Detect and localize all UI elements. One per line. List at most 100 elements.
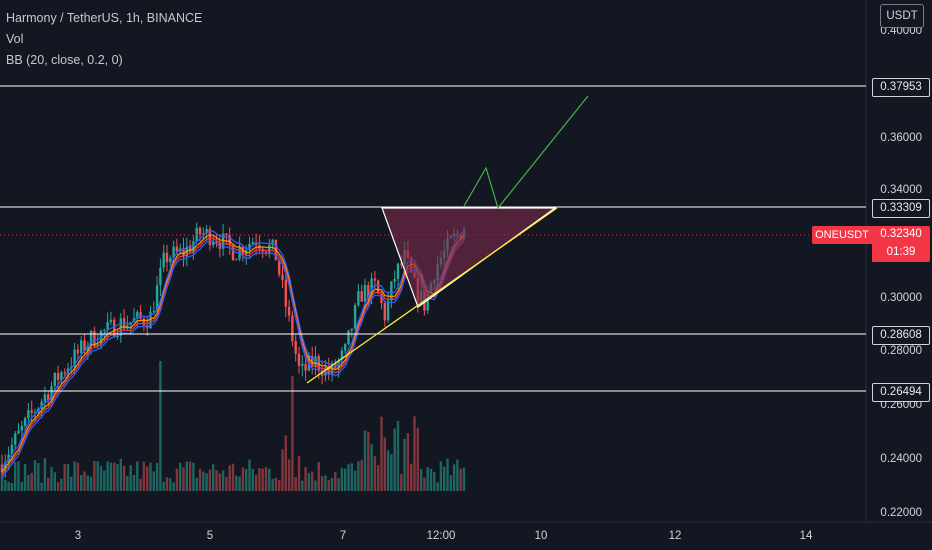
candle-body	[80, 340, 83, 354]
volume-bar	[340, 467, 344, 491]
volume-bar	[165, 477, 169, 491]
price-axis[interactable]: 0.40000 0.36000 0.34000 0.30000 0.28000 0.260…	[880, 25, 922, 519]
candle-body	[162, 252, 165, 268]
volume-bar	[225, 476, 228, 491]
volume-bar	[142, 461, 146, 491]
volume-bar	[83, 471, 86, 491]
volume-bar	[314, 480, 317, 491]
candle-body	[287, 306, 291, 316]
time-axis[interactable]: 3 5 7 12:00 10 12 14	[75, 530, 813, 542]
volume-bar	[462, 467, 466, 491]
candle-body	[33, 412, 37, 414]
volume-bar	[396, 420, 400, 491]
price-tick-label: 0.30000	[880, 292, 922, 304]
volume-bar	[43, 458, 47, 491]
time-tick-label: 10	[535, 530, 548, 542]
candle-body	[0, 464, 4, 473]
volume-bar	[429, 468, 433, 491]
candle-body	[165, 252, 169, 262]
volume-bar	[324, 475, 327, 491]
candle-body	[314, 356, 317, 367]
candle-body	[268, 244, 271, 253]
price-tick-label: 0.36000	[880, 132, 922, 144]
candle-body	[149, 311, 152, 329]
volume-bar	[410, 463, 413, 491]
candle-body	[10, 444, 14, 455]
volume-bar	[40, 482, 43, 491]
volume-bar	[70, 476, 73, 491]
bollinger-indicator-label[interactable]: BB (20, close, 0.2, 0)	[6, 53, 123, 67]
candle-body	[202, 233, 205, 235]
volume-bar	[10, 482, 14, 491]
level-label-1: 0.37953	[872, 78, 930, 97]
volume-bar	[443, 466, 446, 491]
volume-bar	[221, 470, 225, 491]
volume-bar	[109, 462, 113, 491]
volume-bar	[149, 462, 152, 491]
volume-bar	[182, 467, 185, 491]
volume-bar	[370, 444, 373, 491]
volume-bar	[320, 476, 324, 491]
candle-body	[175, 246, 179, 252]
volume-bar	[459, 468, 462, 491]
candle-body	[350, 328, 353, 331]
last-price-value: 0.32340	[880, 228, 922, 240]
volume-bar	[334, 472, 337, 491]
volume-bar	[380, 416, 383, 491]
volume-bar	[37, 463, 40, 491]
candle-body	[353, 305, 357, 329]
candle-body	[136, 312, 139, 319]
volume-bar	[423, 477, 426, 491]
volume-bar	[27, 475, 30, 491]
volume-bar	[248, 459, 251, 491]
candle-body	[43, 394, 47, 402]
volume-bar	[373, 456, 377, 491]
support-trendline	[306, 207, 558, 384]
time-tick-label: 12	[669, 530, 682, 542]
chart-legend: Harmony / TetherUS, 1h, BINANCE Vol BB (…	[6, 8, 202, 71]
volume-bar	[119, 458, 122, 491]
drawing-tools[interactable]	[0, 85, 866, 392]
candle-body	[225, 233, 228, 236]
volume-bar	[212, 464, 215, 491]
candle-body	[400, 263, 403, 265]
bar-countdown: 01:39	[886, 246, 916, 258]
volume-bar	[403, 438, 406, 491]
candle-body	[47, 394, 50, 401]
candle-body	[182, 248, 185, 257]
candle-body	[363, 285, 367, 302]
volume-indicator-label[interactable]: Vol	[6, 32, 24, 46]
volume-bar	[413, 416, 416, 491]
volume-bar	[4, 479, 7, 491]
volume-bar	[93, 460, 96, 491]
time-tick-label: 12:00	[427, 530, 456, 542]
ma-line-3	[1, 240, 465, 479]
candle-body	[357, 291, 360, 306]
price-tick-label: 0.40000	[880, 25, 922, 37]
candle-body	[311, 356, 314, 367]
volume-bar	[241, 467, 245, 491]
ma-line-2	[1, 237, 465, 476]
volume-bar	[33, 460, 37, 491]
candle-body	[301, 363, 304, 366]
volume-bar	[363, 430, 367, 491]
time-tick-label: 3	[75, 530, 81, 542]
candle-body	[426, 293, 429, 311]
candle-body	[76, 349, 80, 354]
candle-body	[347, 330, 350, 345]
candle-body	[294, 341, 297, 354]
volume-bar	[353, 470, 357, 491]
volume-bar	[63, 464, 66, 491]
candle-body	[89, 330, 93, 346]
symbol-title[interactable]: Harmony / TetherUS, 1h, BINANCE	[6, 11, 203, 25]
volume-bar	[416, 427, 419, 491]
volume-bar	[281, 449, 284, 491]
volume-bar	[261, 468, 264, 491]
volume-bar	[139, 478, 142, 491]
volume-bar	[238, 476, 241, 491]
currency-unit-button[interactable]: USDT	[880, 4, 924, 28]
volume-bar	[452, 464, 456, 491]
volume-bar	[360, 459, 363, 491]
volume-bar	[304, 467, 307, 491]
